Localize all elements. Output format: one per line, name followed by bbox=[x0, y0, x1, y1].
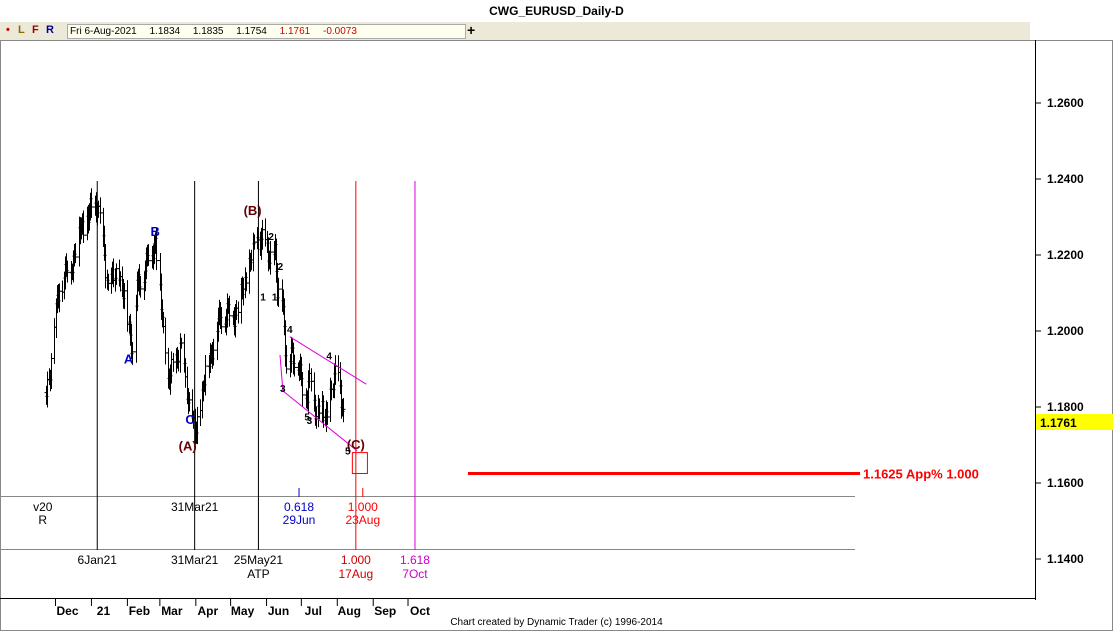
x-month-label: Aug bbox=[338, 604, 361, 618]
wave-label: (B) bbox=[244, 203, 262, 218]
ohlc-readout: Fri 6-Aug-2021 1.1834 1.1835 1.1754 1.17… bbox=[67, 24, 466, 39]
y-tick-label: 1.1800 bbox=[1047, 400, 1084, 414]
projection-label: v20 bbox=[33, 500, 53, 514]
x-month-label: Mar bbox=[161, 604, 183, 618]
ohlc-date: Fri 6-Aug-2021 bbox=[70, 26, 137, 37]
x-month-label: Feb bbox=[129, 604, 150, 618]
price-target-label: 1.1625 App% 1.000 bbox=[863, 467, 979, 482]
y-tick-label: 1.2400 bbox=[1047, 172, 1084, 186]
time-line-sublabel: 17Aug bbox=[338, 567, 373, 581]
toolbar: • L F R Fri 6-Aug-2021 1.1834 1.1835 1.1… bbox=[0, 22, 1030, 41]
dot-button[interactable]: • bbox=[6, 24, 10, 36]
wave-label: 5 bbox=[304, 412, 310, 423]
y-tick-label: 1.2600 bbox=[1047, 96, 1084, 110]
wave-label: 3 bbox=[307, 416, 313, 427]
r-button[interactable]: R bbox=[46, 24, 54, 36]
time-line-sublabel: 7Oct bbox=[402, 567, 428, 581]
wave-label: 1 bbox=[260, 293, 266, 304]
y-tick-label: 1.2200 bbox=[1047, 248, 1084, 262]
x-month-label: Jul bbox=[305, 604, 322, 618]
wave-label: (A) bbox=[179, 439, 197, 454]
add-button[interactable]: + bbox=[467, 22, 476, 38]
magenta-segment bbox=[279, 354, 284, 393]
y-tick-label: 1.1400 bbox=[1047, 552, 1084, 566]
price-bars bbox=[44, 188, 346, 445]
projection-sublabel: 29Jun bbox=[283, 513, 316, 527]
x-month-label: Jun bbox=[268, 604, 289, 618]
wave-label: 3 bbox=[280, 384, 286, 395]
projection-sublabel: R bbox=[38, 513, 47, 527]
time-line-label: 1.000 bbox=[341, 553, 371, 567]
wave-label: 4 bbox=[287, 325, 293, 336]
x-month-label: Oct bbox=[410, 604, 430, 618]
y-tick-label: 1.2000 bbox=[1047, 324, 1084, 338]
wave-label: B bbox=[151, 224, 160, 239]
wave-label: 1 bbox=[272, 293, 278, 304]
wave-label: 5 bbox=[345, 447, 351, 458]
wave-label: (C) bbox=[347, 437, 365, 452]
x-month-label: May bbox=[231, 604, 255, 618]
projection-label: 1.000 bbox=[348, 500, 378, 514]
channel-lower-line bbox=[281, 389, 358, 452]
ohlc-close: 1.1761 bbox=[279, 26, 311, 37]
projection-label: 31Mar21 bbox=[171, 500, 219, 514]
wave-label: 2 bbox=[278, 262, 284, 273]
target-box bbox=[351, 452, 368, 475]
ohlc-low: 1.1754 bbox=[236, 26, 267, 37]
wave-label: 2 bbox=[268, 232, 274, 243]
chart-title: CWG_EURUSD_Daily-D bbox=[0, 0, 1113, 22]
chart-frame bbox=[0, 40, 1113, 631]
f-button[interactable]: F bbox=[32, 24, 39, 36]
y-tick-label: 1.1600 bbox=[1047, 476, 1084, 490]
time-line-sublabel: ATP bbox=[247, 567, 269, 581]
l-button[interactable]: L bbox=[18, 24, 25, 36]
channel-upper-line bbox=[289, 336, 367, 385]
x-month-label: Apr bbox=[197, 604, 218, 618]
projection-sublabel: 23Aug bbox=[345, 513, 380, 527]
wave-label: C bbox=[185, 412, 195, 427]
footer-credit: Chart created by Dynamic Trader (c) 1996… bbox=[450, 617, 663, 628]
time-line-label: 25May21 bbox=[234, 553, 284, 567]
projection-label: 0.618 bbox=[284, 500, 314, 514]
x-month-label: Dec bbox=[56, 604, 78, 618]
time-line-label: 6Jan21 bbox=[78, 553, 118, 567]
wave-label: A bbox=[124, 351, 134, 366]
time-line-label: 1.618 bbox=[400, 553, 430, 567]
current-price-label: 1.1761 bbox=[1040, 416, 1077, 430]
wave-label: 4 bbox=[326, 352, 332, 363]
x-month-label: Sep bbox=[374, 604, 396, 618]
ohlc-high: 1.1835 bbox=[192, 26, 224, 37]
ohlc-open: 1.1834 bbox=[149, 26, 181, 37]
ohlc-change: -0.0073 bbox=[322, 26, 357, 37]
current-price-tag bbox=[1036, 414, 1113, 430]
time-line-label: 31Mar21 bbox=[171, 553, 219, 567]
x-month-label: 21 bbox=[97, 604, 111, 618]
